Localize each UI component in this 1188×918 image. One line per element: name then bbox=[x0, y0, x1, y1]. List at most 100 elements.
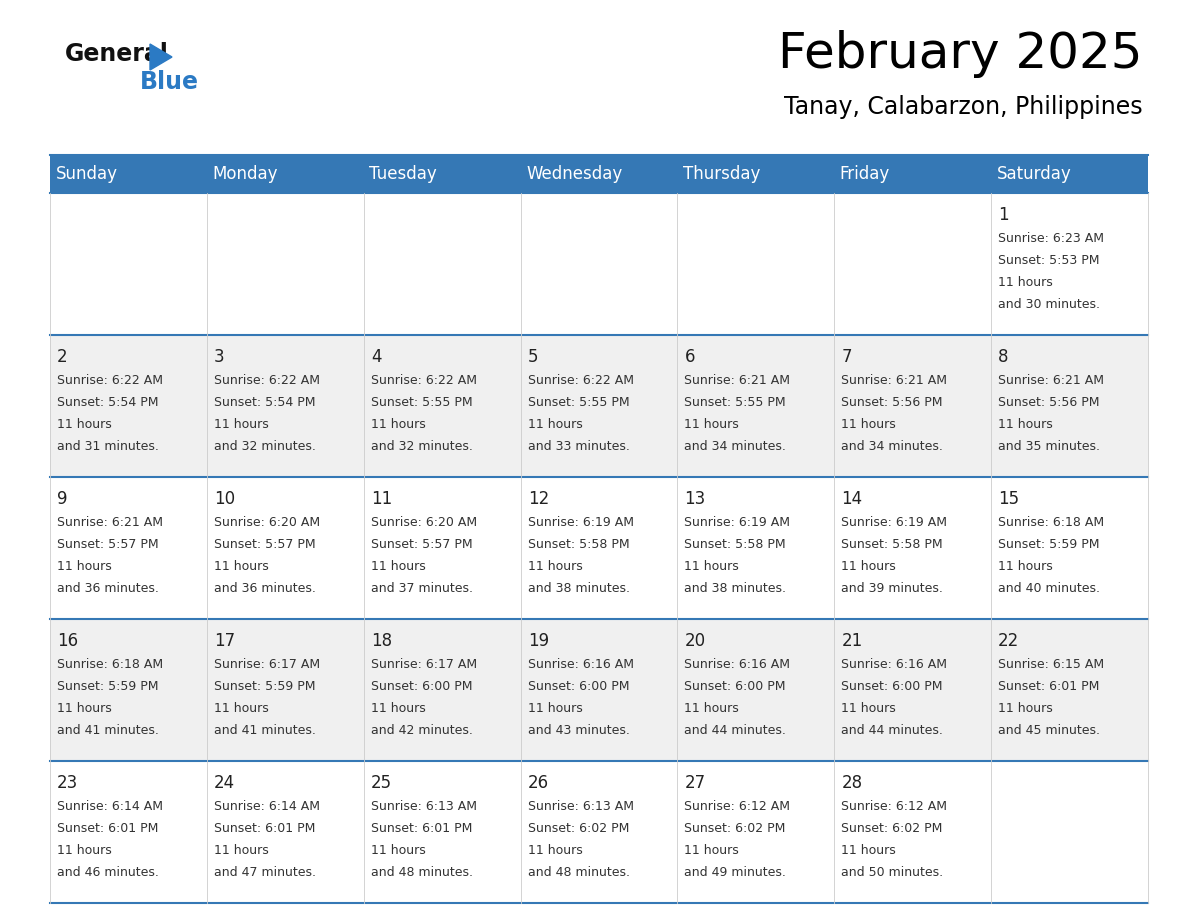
Text: 9: 9 bbox=[57, 490, 68, 508]
Text: Sunrise: 6:23 AM: Sunrise: 6:23 AM bbox=[998, 232, 1104, 245]
Text: 21: 21 bbox=[841, 632, 862, 650]
Text: and 34 minutes.: and 34 minutes. bbox=[841, 440, 943, 453]
Text: Sunset: 6:01 PM: Sunset: 6:01 PM bbox=[371, 822, 472, 835]
Text: Sunrise: 6:21 AM: Sunrise: 6:21 AM bbox=[57, 516, 163, 529]
Text: Sunrise: 6:17 AM: Sunrise: 6:17 AM bbox=[371, 658, 476, 671]
Text: Sunset: 5:55 PM: Sunset: 5:55 PM bbox=[371, 396, 473, 409]
Text: 25: 25 bbox=[371, 774, 392, 792]
Text: 20: 20 bbox=[684, 632, 706, 650]
Text: Sunset: 6:01 PM: Sunset: 6:01 PM bbox=[57, 822, 158, 835]
Text: Sunrise: 6:13 AM: Sunrise: 6:13 AM bbox=[371, 800, 476, 813]
Text: Monday: Monday bbox=[213, 165, 278, 183]
Text: 11 hours: 11 hours bbox=[684, 418, 739, 431]
Text: Sunset: 6:00 PM: Sunset: 6:00 PM bbox=[527, 680, 630, 693]
Text: Tanay, Calabarzon, Philippines: Tanay, Calabarzon, Philippines bbox=[784, 95, 1143, 119]
Text: 19: 19 bbox=[527, 632, 549, 650]
Text: Sunset: 5:55 PM: Sunset: 5:55 PM bbox=[684, 396, 786, 409]
Text: and 47 minutes.: and 47 minutes. bbox=[214, 866, 316, 879]
Text: Sunset: 5:56 PM: Sunset: 5:56 PM bbox=[841, 396, 943, 409]
Text: Sunrise: 6:17 AM: Sunrise: 6:17 AM bbox=[214, 658, 320, 671]
Text: 11 hours: 11 hours bbox=[841, 702, 896, 715]
Text: and 48 minutes.: and 48 minutes. bbox=[371, 866, 473, 879]
Bar bbox=[50, 335, 1148, 477]
Text: Sunrise: 6:18 AM: Sunrise: 6:18 AM bbox=[998, 516, 1105, 529]
Text: and 35 minutes.: and 35 minutes. bbox=[998, 440, 1100, 453]
Text: and 31 minutes.: and 31 minutes. bbox=[57, 440, 159, 453]
Text: 11 hours: 11 hours bbox=[998, 276, 1053, 289]
Text: Sunrise: 6:18 AM: Sunrise: 6:18 AM bbox=[57, 658, 163, 671]
Text: Sunset: 6:00 PM: Sunset: 6:00 PM bbox=[371, 680, 473, 693]
Text: and 40 minutes.: and 40 minutes. bbox=[998, 582, 1100, 595]
Text: 11 hours: 11 hours bbox=[684, 560, 739, 573]
Text: 11 hours: 11 hours bbox=[371, 418, 425, 431]
Text: Sunrise: 6:13 AM: Sunrise: 6:13 AM bbox=[527, 800, 633, 813]
Text: 22: 22 bbox=[998, 632, 1019, 650]
Text: and 39 minutes.: and 39 minutes. bbox=[841, 582, 943, 595]
Text: Sunrise: 6:19 AM: Sunrise: 6:19 AM bbox=[527, 516, 633, 529]
Text: and 45 minutes.: and 45 minutes. bbox=[998, 724, 1100, 737]
Text: Sunset: 5:53 PM: Sunset: 5:53 PM bbox=[998, 254, 1100, 267]
Text: Sunset: 5:57 PM: Sunset: 5:57 PM bbox=[57, 538, 159, 551]
Text: and 30 minutes.: and 30 minutes. bbox=[998, 298, 1100, 311]
Bar bbox=[50, 155, 1148, 193]
Text: 18: 18 bbox=[371, 632, 392, 650]
Text: 24: 24 bbox=[214, 774, 235, 792]
Text: Sunrise: 6:14 AM: Sunrise: 6:14 AM bbox=[57, 800, 163, 813]
Text: and 46 minutes.: and 46 minutes. bbox=[57, 866, 159, 879]
Text: 11 hours: 11 hours bbox=[57, 418, 112, 431]
Text: Sunrise: 6:21 AM: Sunrise: 6:21 AM bbox=[684, 374, 790, 387]
Text: Sunset: 5:58 PM: Sunset: 5:58 PM bbox=[527, 538, 630, 551]
Text: Sunrise: 6:22 AM: Sunrise: 6:22 AM bbox=[214, 374, 320, 387]
Text: Sunset: 5:58 PM: Sunset: 5:58 PM bbox=[841, 538, 943, 551]
Text: Sunrise: 6:21 AM: Sunrise: 6:21 AM bbox=[998, 374, 1104, 387]
Text: Sunset: 5:57 PM: Sunset: 5:57 PM bbox=[371, 538, 473, 551]
Text: 11 hours: 11 hours bbox=[371, 702, 425, 715]
Text: 1: 1 bbox=[998, 206, 1009, 224]
Text: Sunset: 6:01 PM: Sunset: 6:01 PM bbox=[998, 680, 1100, 693]
Text: Sunrise: 6:20 AM: Sunrise: 6:20 AM bbox=[371, 516, 476, 529]
Text: 11 hours: 11 hours bbox=[527, 844, 582, 857]
Text: 11 hours: 11 hours bbox=[214, 844, 268, 857]
Text: and 43 minutes.: and 43 minutes. bbox=[527, 724, 630, 737]
Text: Sunday: Sunday bbox=[56, 165, 118, 183]
Text: 27: 27 bbox=[684, 774, 706, 792]
Text: 23: 23 bbox=[57, 774, 78, 792]
Text: and 41 minutes.: and 41 minutes. bbox=[57, 724, 159, 737]
Text: 8: 8 bbox=[998, 348, 1009, 365]
Text: Sunrise: 6:19 AM: Sunrise: 6:19 AM bbox=[841, 516, 947, 529]
Bar bbox=[50, 761, 1148, 903]
Text: 7: 7 bbox=[841, 348, 852, 365]
Text: Sunrise: 6:15 AM: Sunrise: 6:15 AM bbox=[998, 658, 1105, 671]
Text: 6: 6 bbox=[684, 348, 695, 365]
Text: Sunset: 6:00 PM: Sunset: 6:00 PM bbox=[841, 680, 943, 693]
Bar bbox=[50, 619, 1148, 761]
Text: Sunrise: 6:16 AM: Sunrise: 6:16 AM bbox=[684, 658, 790, 671]
Text: and 44 minutes.: and 44 minutes. bbox=[684, 724, 786, 737]
Text: and 44 minutes.: and 44 minutes. bbox=[841, 724, 943, 737]
Text: 11 hours: 11 hours bbox=[998, 418, 1053, 431]
Text: Saturday: Saturday bbox=[997, 165, 1072, 183]
Text: Sunset: 5:59 PM: Sunset: 5:59 PM bbox=[57, 680, 158, 693]
Text: and 37 minutes.: and 37 minutes. bbox=[371, 582, 473, 595]
Text: Sunrise: 6:22 AM: Sunrise: 6:22 AM bbox=[527, 374, 633, 387]
Text: 26: 26 bbox=[527, 774, 549, 792]
Text: 11 hours: 11 hours bbox=[214, 418, 268, 431]
Text: and 36 minutes.: and 36 minutes. bbox=[214, 582, 316, 595]
Bar bbox=[50, 477, 1148, 619]
Text: and 49 minutes.: and 49 minutes. bbox=[684, 866, 786, 879]
Text: Sunset: 5:54 PM: Sunset: 5:54 PM bbox=[214, 396, 316, 409]
Text: Sunrise: 6:20 AM: Sunrise: 6:20 AM bbox=[214, 516, 320, 529]
Text: 3: 3 bbox=[214, 348, 225, 365]
Text: Sunset: 6:02 PM: Sunset: 6:02 PM bbox=[684, 822, 786, 835]
Text: and 42 minutes.: and 42 minutes. bbox=[371, 724, 473, 737]
Text: and 38 minutes.: and 38 minutes. bbox=[527, 582, 630, 595]
Text: Sunset: 6:01 PM: Sunset: 6:01 PM bbox=[214, 822, 315, 835]
Text: Sunrise: 6:21 AM: Sunrise: 6:21 AM bbox=[841, 374, 947, 387]
Text: 12: 12 bbox=[527, 490, 549, 508]
Text: Sunset: 5:56 PM: Sunset: 5:56 PM bbox=[998, 396, 1100, 409]
Text: Wednesday: Wednesday bbox=[526, 165, 623, 183]
Text: 11 hours: 11 hours bbox=[57, 702, 112, 715]
Text: 2: 2 bbox=[57, 348, 68, 365]
Text: 11 hours: 11 hours bbox=[57, 844, 112, 857]
Text: 11 hours: 11 hours bbox=[371, 560, 425, 573]
